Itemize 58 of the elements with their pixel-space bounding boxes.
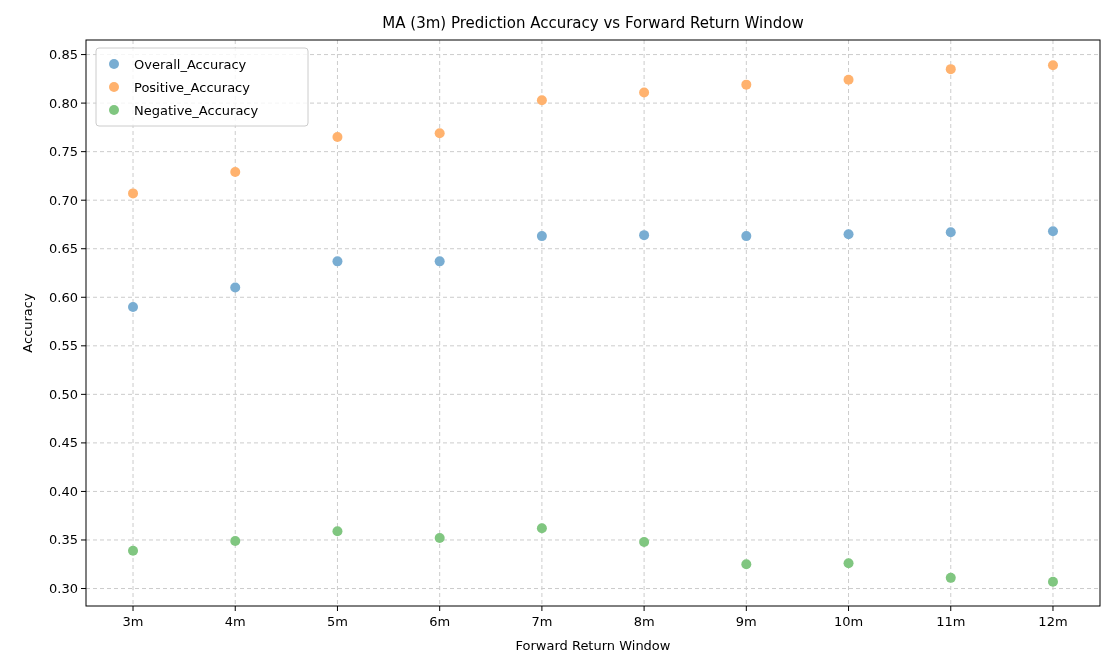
point	[230, 535, 241, 546]
point	[332, 256, 343, 267]
point	[945, 572, 956, 583]
x-tick-label: 12m	[1038, 614, 1068, 629]
point	[1047, 60, 1058, 71]
y-tick-label: 0.65	[49, 241, 78, 257]
point	[434, 256, 445, 267]
y-tick-label: 0.30	[49, 581, 78, 597]
y-tick-label: 0.60	[49, 289, 78, 305]
y-tick-label: 0.55	[49, 338, 78, 354]
legend-label: Overall_Accuracy	[134, 57, 247, 72]
point	[1047, 226, 1058, 237]
y-tick-label: 0.75	[49, 144, 78, 160]
point	[843, 74, 854, 85]
chart-title: MA (3m) Prediction Accuracy vs Forward Return Window	[382, 14, 804, 32]
point	[434, 128, 445, 139]
y-tick-label: 0.35	[49, 532, 78, 548]
x-tick-label: 3m	[122, 614, 144, 629]
point	[741, 231, 752, 242]
point	[128, 545, 139, 556]
y-tick-label: 0.85	[49, 47, 78, 63]
y-tick-label: 0.40	[49, 483, 78, 499]
point	[945, 64, 956, 75]
y-axis-title: Accuracy	[20, 293, 35, 353]
point	[536, 231, 547, 242]
point	[945, 227, 956, 238]
point	[536, 95, 547, 106]
point	[741, 559, 752, 570]
point	[230, 282, 241, 293]
y-tick-label: 0.45	[49, 435, 78, 451]
y-tick-label: 0.70	[49, 192, 78, 208]
x-tick-label: 7m	[531, 614, 553, 629]
y-tick-label: 0.80	[49, 95, 78, 111]
x-tick-label: 8m	[633, 614, 655, 629]
point	[332, 526, 343, 537]
x-tick-label: 4m	[224, 614, 246, 629]
point	[128, 301, 139, 312]
x-tick-label: 6m	[429, 614, 451, 629]
point	[639, 87, 650, 98]
point	[1047, 576, 1058, 587]
legend-label: Positive_Accuracy	[134, 80, 251, 95]
point	[639, 536, 650, 547]
point	[434, 533, 445, 544]
x-axis-title: Forward Return Window	[515, 638, 671, 653]
x-tick-label: 11m	[936, 614, 966, 629]
legend-label: Negative_Accuracy	[134, 103, 259, 118]
point	[741, 79, 752, 90]
point	[230, 167, 241, 178]
point	[843, 229, 854, 240]
point	[639, 230, 650, 241]
point	[128, 188, 139, 199]
x-tick-label: 9m	[735, 614, 757, 629]
x-tick-label: 10m	[833, 614, 864, 629]
point	[536, 523, 547, 534]
point	[332, 132, 343, 143]
x-tick-label: 5m	[326, 614, 348, 629]
point	[843, 558, 854, 569]
y-tick-label: 0.50	[49, 386, 78, 402]
